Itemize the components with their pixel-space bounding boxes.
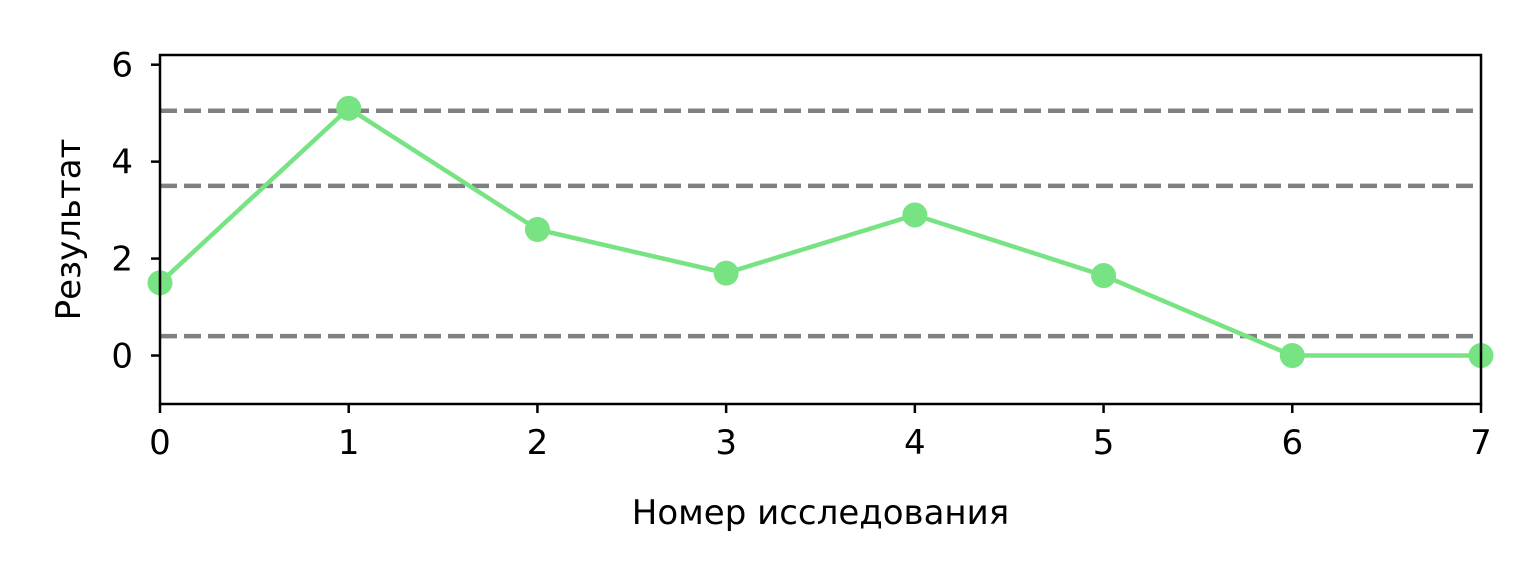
reference-lines <box>160 108 1481 339</box>
data-point <box>336 95 362 121</box>
data-point <box>713 260 739 286</box>
y-tick-label: 0 <box>111 337 133 377</box>
x-tick-label: 2 <box>527 423 549 463</box>
x-tick-label: 4 <box>904 423 926 463</box>
y-tick-label: 4 <box>111 143 133 183</box>
y-axis-title: Результат <box>49 139 89 321</box>
x-tick-label: 6 <box>1281 423 1303 463</box>
y-tick-label: 2 <box>111 240 133 280</box>
x-tick-label: 0 <box>149 423 171 463</box>
x-tick-label: 1 <box>338 423 360 463</box>
series-layer <box>147 95 1494 369</box>
x-tick-label: 3 <box>715 423 737 463</box>
y-axis: 0 2 4 6 <box>111 46 160 377</box>
data-point <box>902 202 928 228</box>
x-axis-title: Номер исследования <box>632 493 1009 533</box>
data-point <box>524 217 550 242</box>
x-axis: 0 1 2 3 4 5 6 7 <box>149 404 1492 463</box>
data-point <box>1279 343 1305 369</box>
x-tick-label: 7 <box>1470 423 1492 463</box>
plot-frame <box>158 53 1483 406</box>
data-point <box>1091 263 1117 289</box>
series-line-0 <box>158 106 1481 358</box>
x-tick-label: 5 <box>1093 423 1115 463</box>
y-tick-label: 6 <box>111 46 133 86</box>
